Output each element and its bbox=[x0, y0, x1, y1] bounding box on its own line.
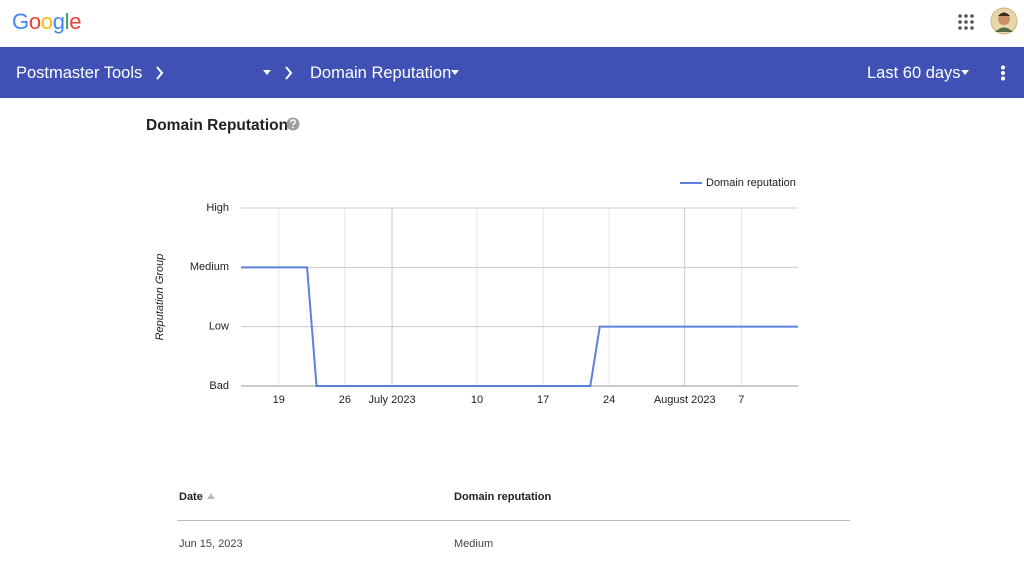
legend-label: Domain reputation bbox=[706, 177, 796, 189]
nav-bar: Postmaster Tools Domain Reputation Last … bbox=[0, 47, 1024, 98]
data-line bbox=[241, 266, 798, 387]
date-range[interactable]: Last 60 days bbox=[867, 64, 961, 82]
help-icon[interactable] bbox=[286, 117, 300, 131]
y-tick-label: Low bbox=[209, 321, 229, 333]
column-header[interactable]: Domain reputation bbox=[454, 491, 552, 503]
y-tick-label: Bad bbox=[209, 380, 229, 392]
x-tick-label: 7 bbox=[738, 394, 744, 406]
breadcrumb-product[interactable]: Postmaster Tools bbox=[16, 64, 143, 82]
x-tick-label: 19 bbox=[273, 394, 285, 406]
dropdown-caret[interactable] bbox=[263, 70, 273, 76]
y-tick-label: Medium bbox=[190, 261, 229, 273]
more-menu[interactable] bbox=[1000, 65, 1006, 81]
x-tick-label: 26 bbox=[339, 394, 351, 406]
x-tick-label: August 2023 bbox=[654, 394, 716, 406]
top-bar: Google bbox=[0, 0, 1024, 47]
chart: 19 26 July 2023 10 17 24 August 2023 7 Bad Low Med… bbox=[154, 177, 798, 406]
x-tick-label: July 2023 bbox=[369, 394, 416, 406]
table-cell: Jun 15, 2023 bbox=[179, 538, 243, 550]
avatar[interactable] bbox=[990, 7, 1018, 35]
dropdown-caret[interactable] bbox=[451, 70, 461, 76]
x-tick-label: 24 bbox=[603, 394, 615, 406]
x-tick-label: 10 bbox=[471, 394, 483, 406]
column-header[interactable]: Date bbox=[179, 491, 203, 503]
y-axis-title: Reputation Group bbox=[154, 254, 166, 341]
chevron bbox=[156, 66, 164, 80]
google-logo[interactable]: Google bbox=[12, 9, 82, 34]
dropdown-caret[interactable] bbox=[961, 70, 971, 76]
sort-icon bbox=[207, 493, 215, 499]
table-divider bbox=[177, 520, 850, 521]
breadcrumb-dashboard[interactable]: Domain Reputation bbox=[310, 64, 452, 82]
table-cell: Medium bbox=[454, 538, 494, 550]
x-tick-label: 17 bbox=[537, 394, 549, 406]
chevron bbox=[285, 66, 293, 80]
y-tick-label: High bbox=[206, 202, 229, 214]
section-title: Domain Reputation bbox=[146, 117, 289, 134]
apps-icon[interactable] bbox=[958, 14, 974, 30]
